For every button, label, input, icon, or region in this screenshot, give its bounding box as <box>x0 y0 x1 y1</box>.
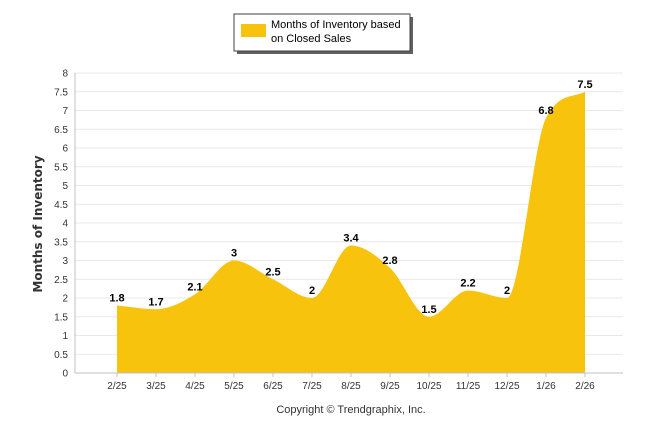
y-tick-labels: 0 0.5 1 1.5 2 2.5 3 3.5 4 4.5 5 5.5 6 6.5 7 7.5 8 <box>54 69 68 380</box>
series-area <box>117 91 585 373</box>
x-tick-label: 11/25 <box>456 381 481 392</box>
series-area-path <box>117 91 585 373</box>
x-tick-labels: 2/25 3/25 4/25 5/25 6/25 7/25 8/25 9/25 10/25 11/… <box>107 373 595 392</box>
y-tick-label: 1 <box>62 331 68 342</box>
y-tick-label: 3.5 <box>54 237 68 248</box>
x-tick-label: 9/25 <box>380 381 400 392</box>
y-tick-label: 5 <box>62 181 68 192</box>
legend-label-line1: Months of Inventory based <box>271 19 401 31</box>
x-tick-label: 2/25 <box>107 381 127 392</box>
x-tick-label: 2/26 <box>575 381 595 392</box>
x-tick-label: 8/25 <box>341 381 361 392</box>
x-tick-label: 5/25 <box>224 381 244 392</box>
data-label: 2 <box>309 285 315 297</box>
data-label: 2.2 <box>460 278 475 290</box>
legend-label-line2: on Closed Sales <box>271 33 352 45</box>
x-tick-label: 1/26 <box>536 381 556 392</box>
data-label: 1.7 <box>148 296 163 308</box>
data-label: 2 <box>504 285 510 297</box>
y-tick-label: 8 <box>62 69 68 80</box>
y-tick-label: 6 <box>62 144 68 155</box>
x-tick-label: 10/25 <box>416 381 441 392</box>
x-tick-label: 6/25 <box>263 381 283 392</box>
data-labels: 1.8 1.7 2.1 3 2.5 2 3.4 2.8 1.5 2.2 2 6.8 7.5 <box>109 79 592 316</box>
x-tick-label: 3/25 <box>146 381 166 392</box>
data-label: 3 <box>231 248 237 260</box>
data-label: 1.5 <box>421 304 436 316</box>
legend: Months of Inventory based on Closed Sale… <box>233 13 413 54</box>
data-label: 2.8 <box>382 255 397 267</box>
y-tick-label: 4 <box>62 219 68 230</box>
y-tick-label: 7.5 <box>54 87 68 98</box>
y-tick-label: 6.5 <box>54 125 68 136</box>
data-label: 6.8 <box>538 105 553 117</box>
y-tick-label: 4.5 <box>54 200 68 211</box>
data-label: 1.8 <box>109 293 124 305</box>
legend-swatch <box>241 24 266 37</box>
axes <box>74 73 623 374</box>
y-tick-label: 0.5 <box>54 350 68 361</box>
y-tick-label: 2.5 <box>54 275 68 286</box>
data-label: 7.5 <box>577 79 592 91</box>
data-label: 2.1 <box>187 281 202 293</box>
x-tick-label: 12/25 <box>494 381 519 392</box>
x-tick-label: 4/25 <box>185 381 205 392</box>
x-tick-label: 7/25 <box>302 381 322 392</box>
y-tick-label: 0 <box>62 369 68 380</box>
y-tick-label: 5.5 <box>54 162 68 173</box>
y-tick-label: 3 <box>62 256 68 267</box>
data-label: 2.5 <box>265 266 280 278</box>
y-tick-label: 2 <box>62 294 68 305</box>
copyright-text: Copyright © Trendgraphix, Inc. <box>276 404 425 416</box>
y-axis-title: Months of Inventory <box>31 155 45 292</box>
y-tick-label: 1.5 <box>54 312 68 323</box>
y-tick-label: 7 <box>62 106 68 117</box>
data-label: 3.4 <box>343 233 359 245</box>
